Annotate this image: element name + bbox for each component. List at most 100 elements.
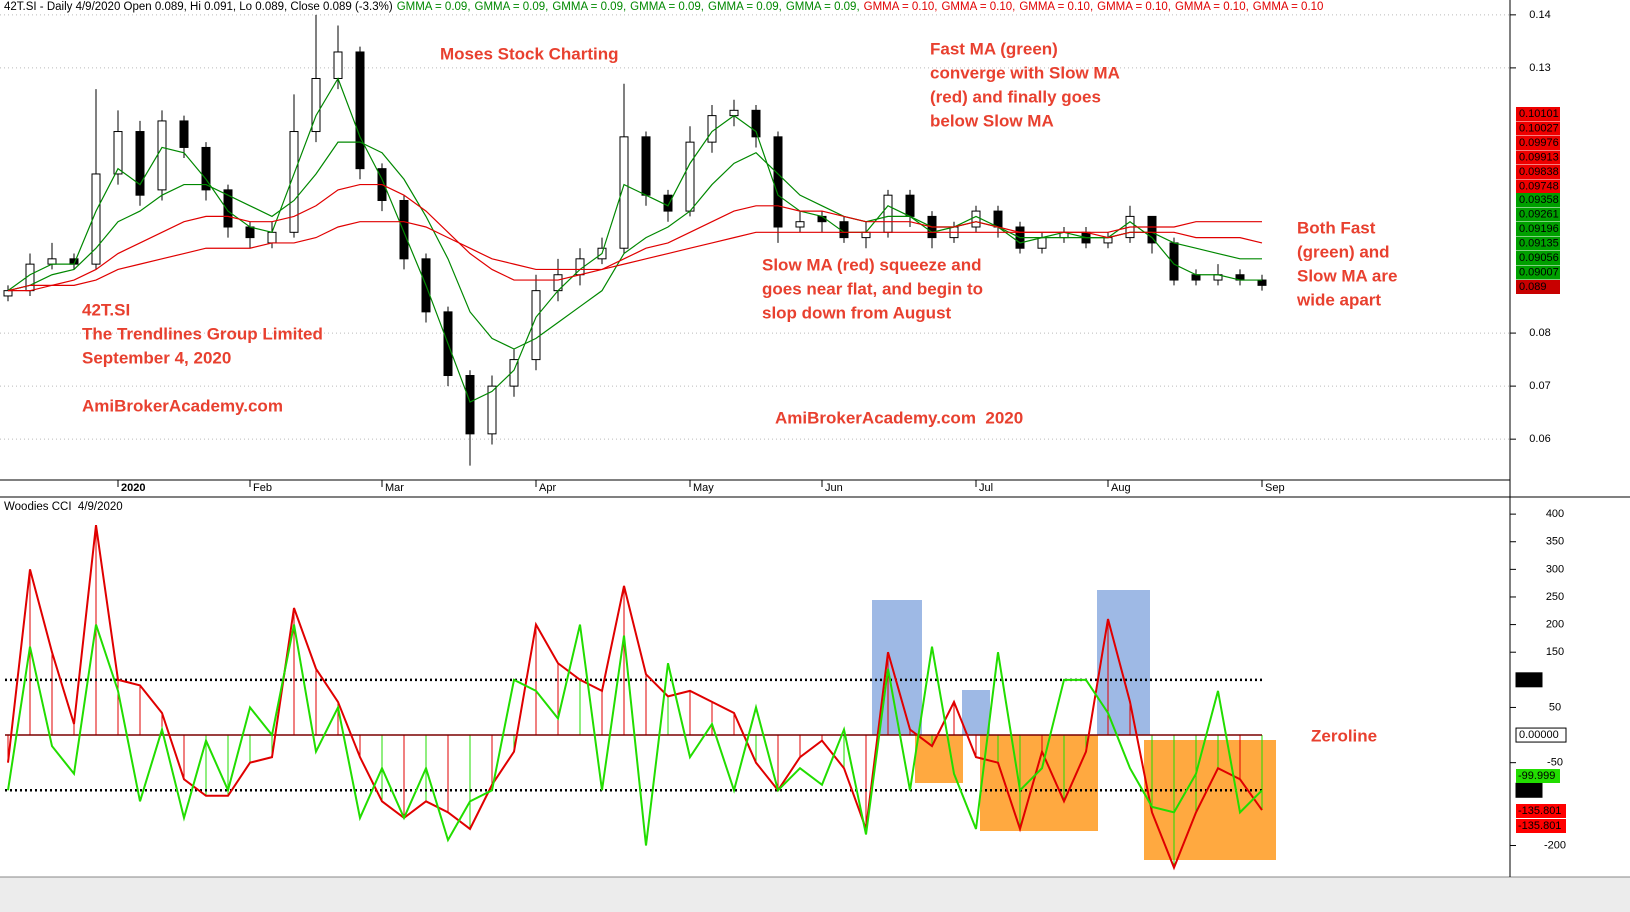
candle-body: [289, 131, 299, 233]
value-label-box: [1516, 107, 1560, 121]
x-tick-label: Mar: [385, 482, 404, 494]
candle-body: [795, 221, 805, 228]
y-tick-label: -200: [1544, 839, 1566, 851]
gmma-line: [8, 221, 1262, 292]
value-label-box: [1516, 251, 1560, 265]
candle-body: [399, 199, 409, 260]
highlight-box: [980, 735, 1098, 831]
gmma-line: [7, 77, 1262, 403]
cci-line: [7, 525, 1263, 871]
gmma-label: GMMA = 0.09,: [708, 1, 782, 13]
value-label: 0.09135: [1519, 237, 1559, 249]
value-label-box: [1516, 804, 1566, 818]
highlight-box: [962, 690, 990, 735]
value-label-box: [1516, 136, 1560, 150]
value-label: 0.09007: [1519, 266, 1559, 278]
value-label: 0.09358: [1519, 194, 1559, 206]
value-label: 0.09913: [1519, 151, 1559, 163]
annotation: wide apart: [1296, 290, 1381, 309]
candle-body: [1037, 237, 1047, 249]
y-tick-label: 0.14: [1529, 9, 1550, 21]
gmma-label: GMMA = 0.09,: [552, 1, 626, 13]
value-label-box: [1516, 121, 1560, 136]
value-label: 0.09976: [1519, 137, 1559, 149]
x-tick-label: May: [693, 482, 714, 494]
level-label-box: [1515, 782, 1543, 798]
value-label-box: [1516, 236, 1560, 251]
y-tick-label: 150: [1546, 646, 1564, 658]
annotation: Slow MA are: [1297, 266, 1397, 285]
annotation: The Trendlines Group Limited: [82, 324, 323, 343]
y-tick-label: 0.07: [1529, 380, 1550, 392]
candle-body: [531, 290, 541, 361]
value-label-box: [1516, 165, 1560, 179]
value-label: 0.09838: [1519, 166, 1559, 178]
candle-body: [157, 120, 167, 191]
value-label-box: [1516, 222, 1560, 236]
gmma-label: GMMA = 0.10: [1253, 1, 1324, 13]
candle-body: [641, 136, 651, 196]
candle-body: [751, 109, 761, 138]
value-label: 0.09196: [1519, 223, 1559, 235]
candle-body: [663, 194, 673, 212]
candle-body: [135, 131, 145, 196]
candle-body: [179, 120, 189, 148]
candle-body: [47, 258, 57, 265]
annotation: converge with Slow MA: [930, 63, 1120, 82]
value-label: 0.09261: [1519, 208, 1559, 220]
level-label-box: [1515, 727, 1567, 743]
y-tick-label: -50: [1547, 757, 1563, 769]
highlight-box: [1097, 590, 1150, 735]
candle-body: [267, 231, 277, 244]
annotation: Fast MA (green): [930, 39, 1058, 58]
y-tick-label: 350: [1546, 536, 1564, 548]
candle-body: [333, 51, 343, 79]
y-tick-label: 0.08: [1529, 327, 1550, 339]
gmma-label: GMMA = 0.10,: [1019, 1, 1093, 13]
candle-body: [1103, 237, 1113, 244]
gmma-label: GMMA = 0.09,: [475, 1, 549, 13]
candle-body: [685, 141, 695, 212]
candle-body: [773, 136, 783, 228]
candle-body: [729, 109, 739, 117]
annotation: 42T.SI: [82, 300, 130, 319]
candle-body: [355, 51, 365, 170]
annotation: goes near flat, and begin to: [762, 279, 983, 298]
annotation: AmiBrokerAcademy.com 2020: [775, 408, 1023, 427]
value-label-box: [1516, 193, 1560, 207]
gmma-line: [7, 141, 1262, 350]
level-label: 0.00000: [1519, 729, 1559, 741]
gmma-label: GMMA = 0.09,: [786, 1, 860, 13]
gmma-label: GMMA = 0.10,: [864, 1, 938, 13]
candle-body: [3, 290, 13, 297]
candle-body: [1257, 279, 1267, 286]
value-label: -99.999: [1518, 770, 1555, 782]
gmma-label: GMMA = 0.10,: [1175, 1, 1249, 13]
y-tick-label: 250: [1546, 591, 1564, 603]
annotation: Moses Stock Charting: [440, 44, 619, 63]
annotation: slop down from August: [762, 303, 952, 322]
value-label: 0.09056: [1519, 252, 1559, 264]
gmma-label: GMMA = 0.09,: [397, 1, 471, 13]
annotation: AmiBrokerAcademy.com: [82, 396, 283, 415]
annotation: (red) and finally goes: [930, 87, 1101, 106]
level-label: -100: [1519, 784, 1541, 796]
y-tick-label: 400: [1546, 508, 1564, 520]
annotation: (green) and: [1297, 242, 1390, 261]
candle-body: [619, 136, 629, 249]
annotation: Zeroline: [1311, 726, 1377, 745]
candle-body: [465, 375, 475, 435]
x-tick-label: Jul: [979, 482, 993, 494]
x-tick-label: Jun: [825, 482, 843, 494]
value-label-box: [1516, 150, 1560, 165]
candle-body: [993, 210, 1003, 228]
level-label: 100: [1519, 674, 1537, 686]
candle-body: [245, 226, 255, 239]
candle-body: [883, 194, 893, 233]
candle-body: [509, 359, 519, 387]
x-tick-label: 2020: [121, 482, 145, 494]
y-tick-label: 0.13: [1529, 62, 1550, 74]
sheet-tabs-bar: [0, 877, 1630, 912]
gmma-label: GMMA = 0.10,: [1097, 1, 1171, 13]
